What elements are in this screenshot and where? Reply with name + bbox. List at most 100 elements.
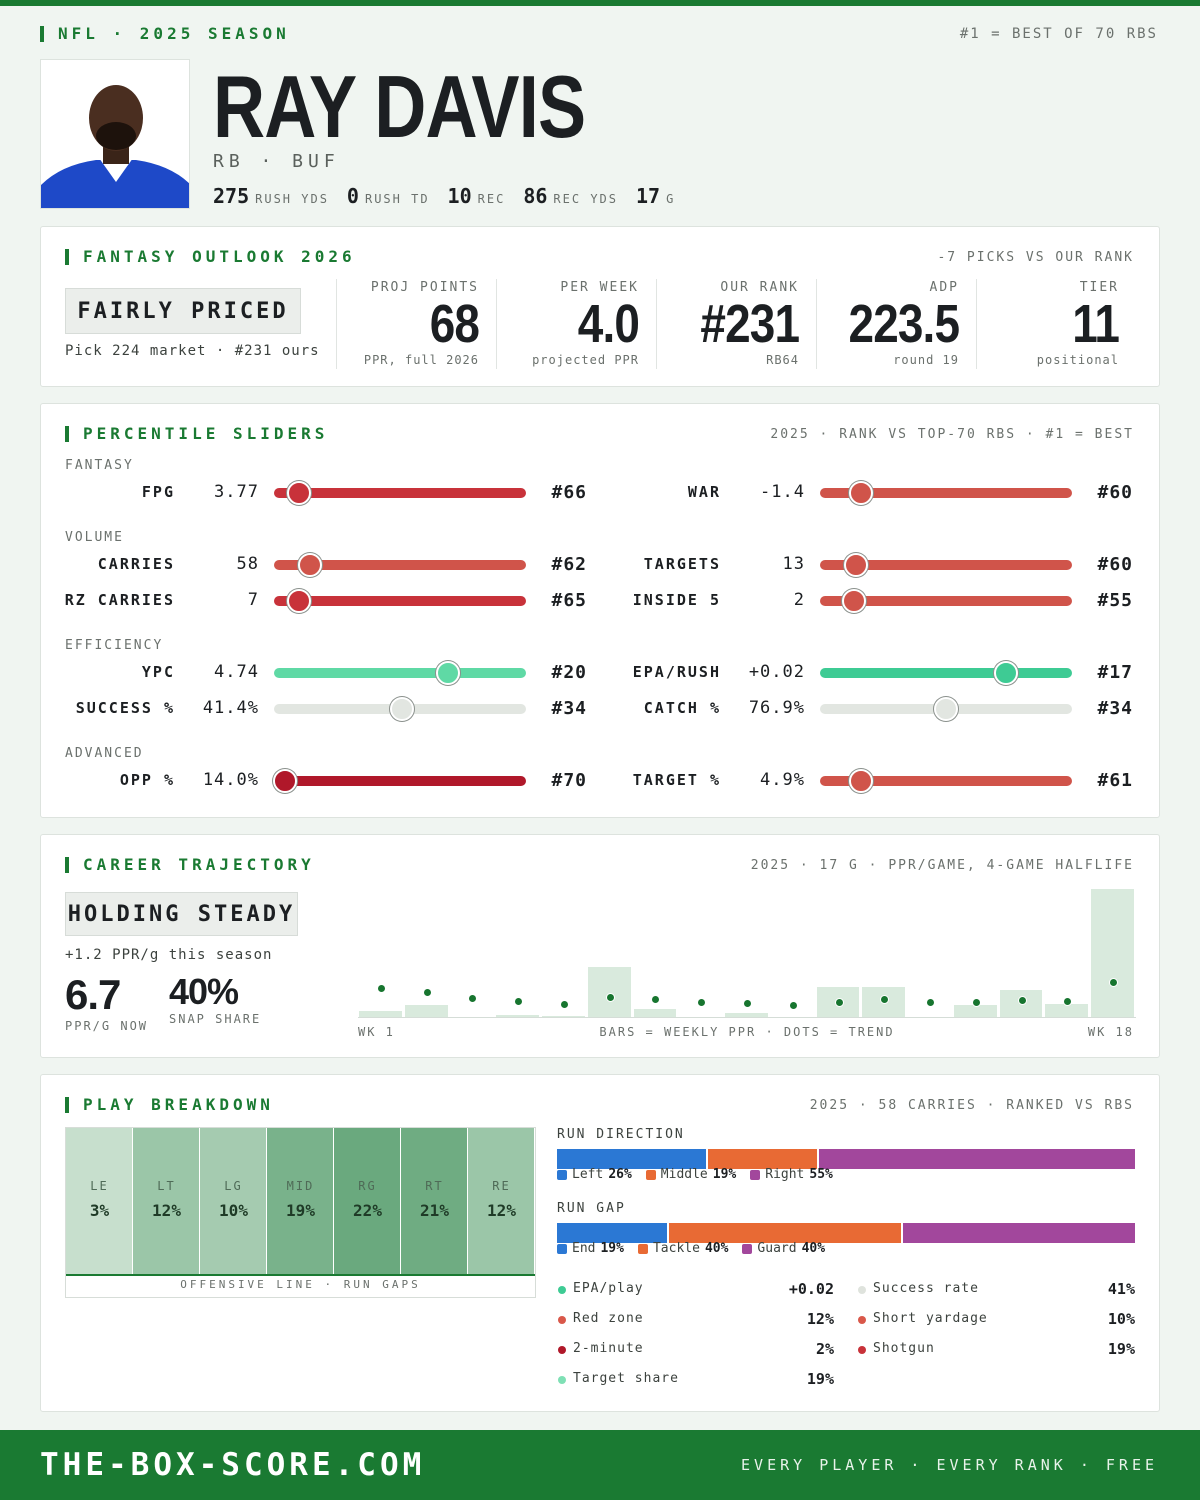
slider-knob — [286, 589, 311, 613]
bar-title: RUN GAP — [557, 1201, 626, 1216]
stat-label: RUSH TD — [364, 192, 430, 206]
stat-value: 86 — [523, 184, 548, 208]
divider — [656, 279, 657, 369]
group-label: EFFICIENCY — [65, 638, 164, 653]
site: THE-BOX-SCORE.COM — [40, 1447, 426, 1483]
gap-cell: MID 19% — [267, 1128, 334, 1274]
slider-knob — [844, 553, 869, 577]
metric-value: #231 — [700, 294, 800, 354]
slider-track — [820, 776, 1072, 786]
stat-label: EPA/play — [573, 1281, 644, 1296]
trend-dot — [422, 988, 432, 998]
weekly-bar — [587, 967, 631, 1017]
divider — [496, 279, 497, 369]
slider-value: 2 — [793, 590, 805, 610]
slider-label: EPA/RUSH — [632, 663, 721, 681]
line-rule — [66, 1274, 535, 1276]
slider-label: SUCCESS % — [75, 699, 175, 717]
segment — [708, 1149, 818, 1169]
metric-sub: PPR, full 2026 — [363, 353, 479, 367]
slider-knob — [848, 481, 873, 505]
gap-grid: LE 3% LT 12% LG 10% MID 19% RG 22% RT 21% RE 12% OFFEN… — [65, 1127, 536, 1298]
slider-rank: #60 — [1097, 554, 1133, 575]
trend-dot — [1109, 978, 1119, 988]
trend-dot — [1017, 995, 1027, 1005]
section-title: FANTASY OUTLOOK 2026 — [65, 249, 356, 265]
player-photo — [40, 59, 190, 209]
weekly-bar — [359, 1010, 402, 1017]
metric-label: PROJ POINTS — [370, 280, 479, 295]
legend-swatch — [742, 1243, 753, 1254]
stat-value: 6.7 — [65, 971, 121, 1018]
legend: End 19% Tackle 40% Guard 40% — [557, 1241, 825, 1256]
legend: Left 26% Middle 19% Right 55% — [557, 1167, 833, 1182]
slider-value: 13 — [782, 554, 805, 574]
legend-value: 40% — [801, 1241, 826, 1256]
slider-track — [820, 668, 1072, 678]
legend-value: 19% — [712, 1167, 737, 1182]
trend-dot — [971, 998, 981, 1008]
segment — [557, 1223, 668, 1243]
baseline — [358, 1017, 1136, 1018]
slider-value: -1.4 — [760, 482, 805, 502]
gap-label: LE — [90, 1179, 109, 1193]
gap-label: MID — [286, 1179, 315, 1193]
section-note: 2025 · 17 G · PPR/GAME, 4-GAME HALFLIFE — [750, 858, 1134, 873]
tagline: EVERY PLAYER · EVERY RANK · FREE — [741, 1456, 1158, 1474]
outlook-card: FANTASY OUTLOOK 2026 -7 PICKS VS OUR RAN… — [40, 226, 1160, 387]
stat-value: 10 — [447, 184, 472, 208]
weekly-bar — [725, 1012, 768, 1017]
gap-cell: RG 22% — [334, 1128, 401, 1274]
gap-value: 22% — [353, 1201, 382, 1220]
section-note: 2025 · RANK VS TOP-70 RBS · #1 = BEST — [770, 427, 1134, 442]
stat-label: REC YDS — [553, 192, 618, 206]
stat-dot — [858, 1346, 866, 1354]
slider-knob — [298, 553, 323, 577]
metric-value: 223.5 — [848, 294, 959, 354]
legend-swatch — [557, 1169, 567, 1180]
group-label: FANTASY — [65, 458, 134, 473]
slider-value: +0.02 — [748, 662, 805, 682]
slider-rank: #60 — [1097, 482, 1133, 503]
legend-name: Left — [572, 1167, 604, 1182]
weekly-bar — [953, 1005, 997, 1017]
trend-dot — [559, 1000, 569, 1010]
slider-rank: #62 — [551, 554, 587, 575]
group-label: ADVANCED — [65, 746, 144, 761]
stat-value: 19% — [1107, 1340, 1135, 1358]
stat-value: 0 — [346, 184, 359, 208]
slider-rank: #20 — [551, 662, 587, 683]
weekly-bar — [496, 1014, 540, 1017]
gap-label: RG — [358, 1179, 377, 1193]
trend-dot — [376, 984, 386, 994]
stat-value: 17 — [636, 184, 661, 208]
legend-item: Left 26% — [557, 1167, 632, 1182]
footer: THE-BOX-SCORE.COM EVERY PLAYER · EVERY R… — [0, 1430, 1200, 1500]
legend-item: Right 55% — [750, 1167, 833, 1182]
slider-label: OPP % — [119, 771, 175, 789]
section-title: CAREER TRAJECTORY — [65, 857, 315, 873]
slider-value: 76.9% — [748, 698, 805, 718]
legend-value: 40% — [704, 1241, 729, 1256]
gap-value: 3% — [89, 1201, 110, 1220]
stack-bar — [557, 1223, 1135, 1243]
slider-knob — [436, 661, 461, 685]
slider-value: 3.77 — [214, 482, 259, 502]
slider-track — [820, 488, 1072, 498]
stat-label: REC — [477, 192, 506, 206]
legend-swatch — [637, 1243, 648, 1254]
trend-dot — [651, 994, 661, 1004]
slider-value: 14.0% — [202, 770, 259, 790]
stat-label: Target share — [573, 1371, 679, 1386]
slider-rank: #17 — [1097, 662, 1133, 683]
metric-value: 11 — [1072, 294, 1120, 354]
stat-label: PPR/G NOW — [65, 1019, 149, 1033]
metric-label: TIER — [1079, 280, 1119, 295]
segment — [669, 1223, 902, 1243]
gap-label: RE — [492, 1179, 511, 1193]
stat: 10 REC — [448, 184, 506, 208]
stat-label: RUSH YDS — [255, 192, 329, 206]
legend-name: Guard — [757, 1241, 797, 1256]
top-bar — [0, 0, 1200, 6]
slider-knob — [993, 661, 1018, 685]
